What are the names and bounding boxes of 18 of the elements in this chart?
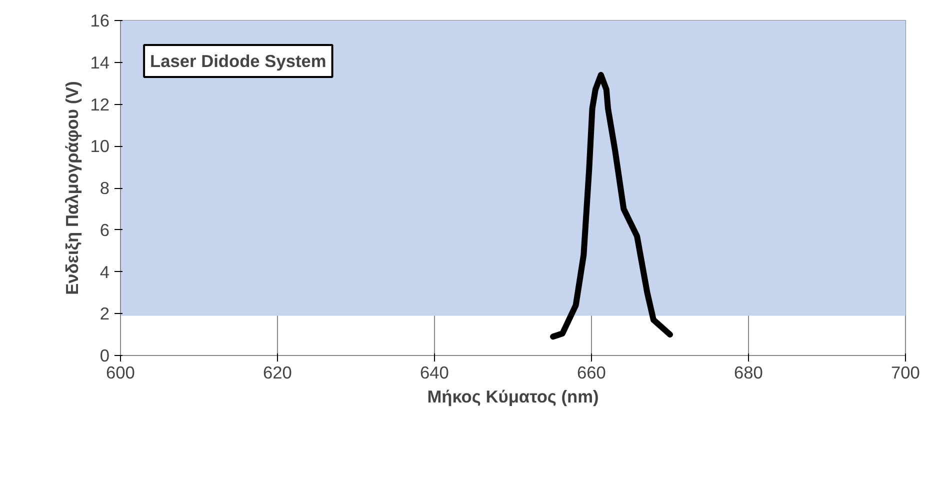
y-tick-label: 2 bbox=[100, 304, 110, 324]
x-tick-label: 640 bbox=[420, 362, 449, 382]
x-tick-label: 600 bbox=[106, 362, 135, 382]
y-tick-label: 14 bbox=[90, 52, 110, 72]
x-tick-label: 680 bbox=[734, 362, 763, 382]
y-axis-title: Ενδειξη Παλμογράφου (V) bbox=[62, 81, 82, 295]
y-tick-label: 4 bbox=[100, 262, 110, 282]
y-tick-label: 10 bbox=[90, 136, 110, 156]
y-tick-label: 12 bbox=[90, 94, 110, 114]
x-tick-label: 700 bbox=[891, 362, 920, 382]
y-tick-label: 16 bbox=[90, 10, 110, 30]
y-tick-label: 6 bbox=[100, 220, 110, 240]
annotation: Laser Didode System bbox=[150, 51, 326, 72]
x-axis-title: Μήκος Κύματος (nm) bbox=[427, 386, 599, 406]
y-tick-label: 0 bbox=[100, 346, 110, 366]
x-tick-label: 620 bbox=[263, 362, 292, 382]
y-tick-label: 8 bbox=[100, 178, 110, 198]
x-tick-label: 660 bbox=[577, 362, 606, 382]
